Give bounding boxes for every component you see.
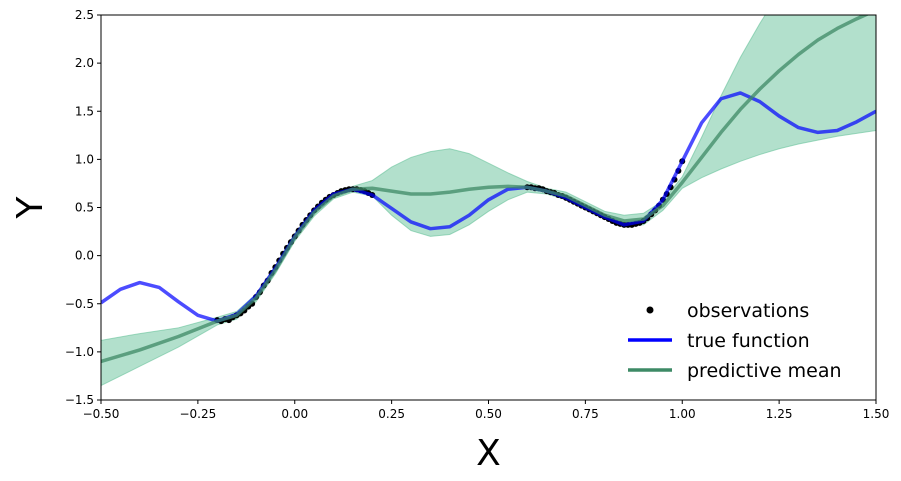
uncertainty-band bbox=[101, 15, 876, 387]
predictive-mean-line bbox=[101, 15, 870, 364]
legend-label: true function bbox=[687, 330, 810, 352]
y-tick-label: −1.0 bbox=[65, 345, 94, 359]
y-tick-label: −0.5 bbox=[65, 297, 94, 311]
y-tick-label: 2.5 bbox=[75, 8, 94, 22]
y-tick-label: 1.5 bbox=[75, 104, 94, 118]
x-tick-label: 0.50 bbox=[475, 407, 502, 421]
y-tick-label: −1.5 bbox=[65, 393, 94, 407]
y-tick-label: 2.0 bbox=[75, 56, 94, 70]
y-axis-title: Y bbox=[10, 196, 51, 220]
x-tick-label: −0.25 bbox=[179, 407, 216, 421]
x-axis: −0.50 −0.25 0.00 0.25 0.50 0.75 1.00 1.25 1.50 bbox=[83, 400, 890, 421]
x-tick-label: 0.00 bbox=[281, 407, 308, 421]
x-tick-label: −0.50 bbox=[83, 407, 120, 421]
x-tick-label: 1.00 bbox=[669, 407, 696, 421]
x-axis-title: X bbox=[476, 433, 501, 474]
x-tick-label: 0.75 bbox=[572, 407, 599, 421]
y-axis: −1.5 −1.0 −0.5 0.0 0.5 1.0 1.5 2.0 2.5 bbox=[65, 8, 101, 407]
legend: observations true function predictive mean bbox=[628, 300, 842, 382]
x-tick-label: 0.25 bbox=[378, 407, 405, 421]
y-tick-label: 0.0 bbox=[75, 249, 94, 263]
legend-marker-observations bbox=[646, 306, 654, 314]
legend-label: observations bbox=[687, 300, 809, 322]
y-tick-label: 1.0 bbox=[75, 152, 94, 166]
legend-label: predictive mean bbox=[687, 360, 842, 382]
x-tick-label: 1.50 bbox=[863, 407, 890, 421]
y-tick-label: 0.5 bbox=[75, 201, 94, 215]
plot-area bbox=[101, 15, 876, 387]
x-tick-label: 1.25 bbox=[766, 407, 793, 421]
